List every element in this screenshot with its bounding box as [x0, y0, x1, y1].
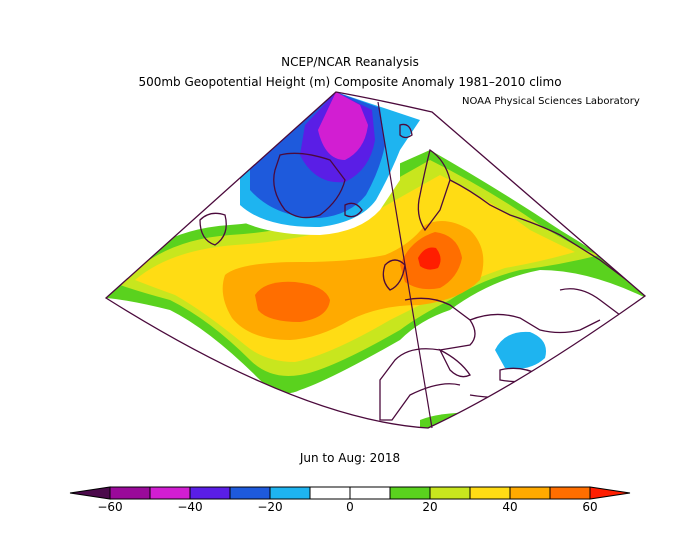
colorbar-tick-label: 0 [346, 500, 354, 514]
colorbar-cell [149, 486, 191, 500]
meridian-line [377, 101, 433, 429]
colorbar-cell [549, 486, 591, 500]
colorbar-tick-label: −40 [177, 500, 203, 514]
colorbar-tick-label: −20 [257, 500, 283, 514]
period-label: Jun to Aug: 2018 [299, 451, 401, 465]
colorbar-tick-label: −60 [97, 500, 123, 514]
map-border [104, 91, 647, 429]
colorbar-cell [469, 486, 511, 500]
anomaly-cyan-mediterranean [495, 331, 546, 369]
title-line-1: NCEP/NCAR Reanalysis [281, 55, 419, 69]
credit-label: NOAA Physical Sciences Laboratory [462, 96, 640, 107]
colorbar-cell [509, 486, 551, 500]
colorbar-tick-label: 40 [502, 500, 518, 514]
colorbar-cell [389, 486, 431, 500]
colorbar-cell [349, 486, 391, 500]
colorbar-arrow-high [589, 486, 631, 500]
anomaly-band-magenta [318, 92, 368, 160]
colorbar-cell [229, 486, 271, 500]
colorbar-cell [429, 486, 471, 500]
title-line-2: 500mb Geopotential Height (m) Composite … [138, 75, 562, 89]
colorbar-cell [109, 486, 151, 500]
colorbar-cell [269, 486, 311, 500]
colorbar-cell [309, 486, 351, 500]
colorbar-arrow-low [69, 486, 111, 500]
colorbar-tick-label: 20 [422, 500, 438, 514]
colorbar-tick-label: 60 [582, 500, 598, 514]
colorbar-cell [189, 486, 231, 500]
anomaly-band-darkorange [255, 281, 330, 322]
anomaly-band-red [418, 247, 441, 270]
